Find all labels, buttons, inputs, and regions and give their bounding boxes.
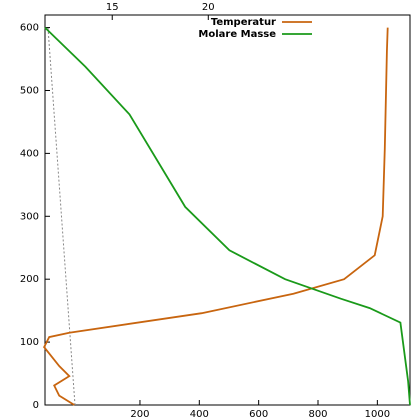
y-tick-label: 600	[20, 23, 39, 34]
x2-tick-label: 20	[202, 2, 215, 13]
y-tick-label: 300	[20, 211, 39, 222]
x-tick-label: 400	[190, 409, 209, 419]
y-tick-label: 200	[20, 274, 39, 285]
x-tick-label: 600	[249, 409, 268, 419]
legend-label: Molare Masse	[198, 29, 276, 40]
plot-frame	[44, 14, 411, 406]
series-line	[43, 27, 389, 406]
x2-tick-label: 15	[106, 2, 119, 13]
series-line	[44, 26, 411, 406]
y-tick-label: 100	[20, 337, 39, 348]
x-tick-label: 1000	[365, 409, 390, 419]
y-tick-label: 0	[33, 400, 39, 411]
reference-line	[47, 27, 76, 406]
y-tick-label: 400	[20, 148, 39, 159]
y-tick-label: 500	[20, 85, 39, 96]
x-tick-label: 200	[130, 409, 149, 419]
x-tick-label: 800	[308, 409, 327, 419]
legend-label: Temperatur	[211, 17, 276, 28]
